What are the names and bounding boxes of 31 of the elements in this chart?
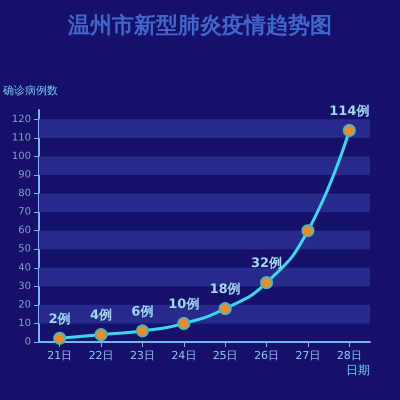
chart-title: 温州市新型肺炎疫情趋势图 [67,12,332,38]
y-tick-label: 50 [18,244,31,255]
data-label: 32例 [251,256,282,272]
data-label: 6例 [131,304,154,320]
x-tick-label: 27日 [295,349,320,362]
y-axis-title: 确诊病例数 [2,84,58,97]
y-tick-label: 20 [18,299,31,310]
x-tick-label: 25日 [212,349,238,362]
x-tick-label: 21日 [47,349,72,362]
x-tick-label: 23日 [130,349,155,362]
x-tick-label: 26日 [254,349,280,362]
y-tick-label: 100 [12,150,31,162]
data-label: 114例 [329,104,370,119]
data-label: 2例 [48,312,71,327]
y-tick-label: 40 [18,262,31,274]
y-tick-label: 60 [18,225,31,236]
x-tick-label: 28日 [336,349,362,362]
x-tick-label: 22日 [88,349,114,362]
y-tick-label: 0 [24,336,31,348]
data-label: 4例 [90,308,112,324]
y-tick-label: 120 [12,114,31,125]
x-axis-title: 日期 [346,363,370,377]
y-tick-label: 70 [18,206,31,218]
x-tick-label: 24日 [171,349,196,362]
y-tick-label: 80 [18,188,31,200]
data-label: 10例 [168,296,200,312]
y-tick-label: 110 [12,132,31,144]
y-tick-label: 10 [18,318,31,329]
data-label: 18例 [210,282,241,298]
y-tick-label: 90 [18,169,31,180]
y-tick-label: 30 [18,280,31,292]
